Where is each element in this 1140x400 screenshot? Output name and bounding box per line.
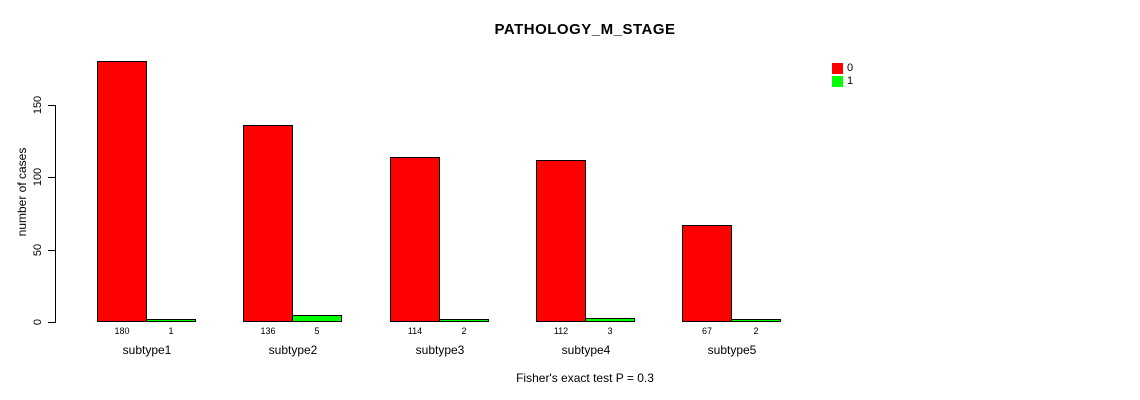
bar-group0-subtype4: [536, 160, 586, 322]
category-label-subtype5: subtype5: [707, 343, 757, 357]
statistical-test-annotation: Fisher's exact test P = 0.3: [516, 371, 654, 385]
category-label-subtype2: subtype2: [268, 343, 318, 357]
bar-value-label: 5: [314, 326, 320, 336]
y-axis-line: [55, 105, 56, 323]
bar-group1-subtype2: [292, 315, 342, 322]
bar-group0-subtype3: [390, 157, 440, 322]
y-axis-title: number of cases: [15, 147, 29, 237]
y-tick-mark: [48, 177, 55, 178]
bar-value-label: 3: [607, 326, 613, 336]
bar-group1-subtype4: [585, 318, 635, 322]
y-tick-mark: [48, 250, 55, 251]
y-tick-label: 50: [32, 243, 44, 257]
y-tick-label: 100: [32, 167, 44, 187]
bar-group0-subtype5: [682, 225, 732, 322]
chart-title: PATHOLOGY_M_STAGE: [494, 21, 676, 38]
category-label-subtype1: subtype1: [122, 343, 172, 357]
bar-group1-subtype5: [731, 319, 781, 322]
bar-value-label: 180: [114, 326, 130, 336]
bar-group0-subtype2: [243, 125, 293, 322]
bar-value-label: 136: [260, 326, 276, 336]
bar-group1-subtype1: [146, 319, 196, 322]
bar-value-label: 67: [701, 326, 713, 336]
bar-value-label: 2: [753, 326, 759, 336]
y-tick-label: 150: [32, 95, 44, 115]
y-tick-mark: [48, 322, 55, 323]
legend-swatch-1: [832, 76, 843, 87]
category-label-subtype3: subtype3: [415, 343, 465, 357]
bar-value-label: 2: [461, 326, 467, 336]
bar-value-label: 114: [407, 326, 423, 336]
bar-group0-subtype1: [97, 61, 147, 322]
legend-label-0: 0: [847, 62, 854, 74]
y-tick-mark: [48, 105, 55, 106]
bar-group1-subtype3: [439, 319, 489, 322]
legend-swatch-0: [832, 63, 843, 74]
y-tick-label: 0: [32, 318, 44, 326]
category-label-subtype4: subtype4: [561, 343, 611, 357]
bar-value-label: 1: [168, 326, 174, 336]
legend-label-1: 1: [847, 75, 854, 87]
bar-value-label: 112: [553, 326, 569, 336]
